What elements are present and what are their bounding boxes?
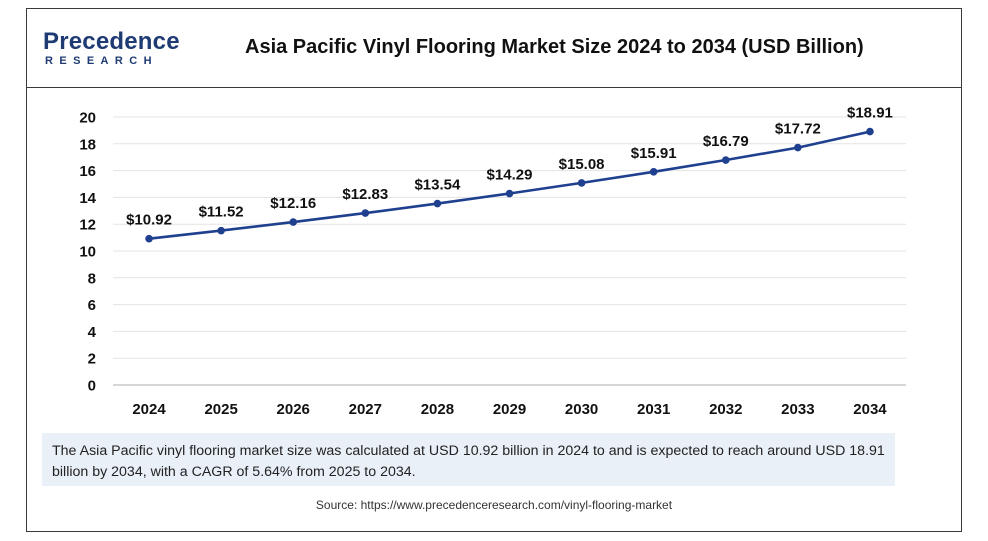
x-tick-label: 2024 [132,401,166,418]
y-tick-label: 8 [88,270,96,287]
data-label: $10.92 [126,212,172,229]
x-tick-label: 2033 [781,401,814,418]
chart-description: The Asia Pacific vinyl flooring market s… [42,433,895,486]
data-point [361,209,370,217]
x-tick-label: 2031 [637,401,670,418]
chart-source: Source: https://www.precedenceresearch.c… [315,498,673,512]
brand-subname: RESEARCH [45,55,158,67]
data-point [145,234,153,243]
data-label: $18.91 [847,105,893,122]
chart-title: Asia Pacific Vinyl Flooring Market Size … [245,36,864,58]
data-point [649,168,658,176]
data-label: $16.79 [703,133,749,150]
chart-header: Precedence RESEARCH Asia Pacific Vinyl F… [27,9,961,88]
x-tick-label: 2027 [349,401,382,418]
data-point [505,189,514,198]
y-tick-label: 16 [79,163,96,180]
x-tick-label: 2028 [421,401,454,418]
y-tick-label: 2 [88,351,96,368]
y-tick-label: 20 [79,110,96,127]
x-tick-label: 2025 [204,401,237,418]
x-tick-label: 2034 [853,401,887,418]
data-label: $12.16 [270,195,316,212]
x-tick-label: 2029 [493,401,526,418]
y-tick-label: 4 [88,324,97,341]
data-label: $17.72 [775,121,821,138]
data-label: $15.08 [559,156,605,173]
data-point [577,179,586,187]
x-tick-label: 2032 [709,401,742,418]
data-point [217,226,225,235]
y-tick-label: 18 [79,136,96,153]
brand-name: Precedence [43,28,180,55]
y-tick-label: 12 [79,217,96,234]
data-point [289,218,298,226]
data-point [721,156,730,164]
data-label: $12.83 [342,186,388,203]
y-tick-label: 10 [79,244,96,261]
x-tick-label: 2030 [565,401,598,418]
data-label: $14.29 [487,167,533,184]
x-tick-label: 2026 [277,401,310,418]
y-tick-label: 14 [79,190,96,207]
data-label: $15.91 [631,145,677,162]
y-tick-label: 0 [88,378,96,395]
data-point [433,199,442,208]
data-label: $11.52 [199,204,244,221]
data-point [794,143,802,152]
series-line [148,130,871,240]
data-point [866,127,874,136]
data-label: $13.54 [414,177,461,194]
brand-logo: Precedence RESEARCH [43,29,183,73]
y-tick-label: 6 [88,297,96,314]
